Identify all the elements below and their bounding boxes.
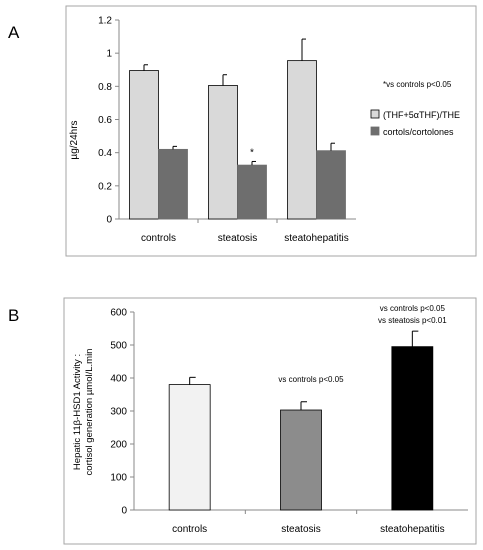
panel-b-y-axis-title: Hepatic 11β-HSD1 Activity :cortisol gene… — [72, 349, 95, 476]
panel-a-y-tick-label: 0.6 — [98, 115, 112, 126]
legend-swatch-cortols — [370, 126, 380, 136]
panel-b-annotation: vs controls p<0.05 — [380, 304, 446, 313]
panel-b-plot: 0 100 200 300 400 500 600 controls steatosis stea… — [110, 304, 468, 535]
panel-a-significance-star: * — [250, 147, 254, 158]
panel-b-y-tick-label: 500 — [110, 341, 127, 352]
panel-b-frame — [63, 297, 477, 545]
panel-a-plot: 0 0.2 0.4 0.6 0.8 1 1.2 controls steatosis steato… — [98, 16, 356, 244]
panel-a-y-tick-label: 1 — [106, 49, 112, 60]
panel-a-ylabel: µg/24hrs — [69, 120, 80, 159]
panel-b-y-tick-label: 100 — [110, 473, 127, 484]
panel-b-label: B — [8, 306, 19, 325]
panel-b-annotation: vs steatosis p<0.01 — [378, 316, 447, 325]
panel-a-x-tick-label: steatohepatitis — [284, 233, 349, 244]
panel-b-ylabel: Hepatic 11β-HSD1 Activity :cortisol gene… — [72, 349, 95, 476]
panel-a-y-tick-label: 0.2 — [98, 181, 112, 192]
bar-hsd1-activity — [168, 384, 211, 511]
panel-b-x-tick-label: steatosis — [281, 524, 320, 535]
legend-label-cortols: cortols/cortolones — [383, 127, 454, 137]
panel-a-x-tick-label: steatosis — [218, 233, 257, 244]
bar-thf-the — [129, 70, 159, 220]
panel-a-legend: (THF+5αTHF)/THE cortols/cortolones — [370, 109, 460, 137]
panel-b-y-tick-label: 400 — [110, 374, 127, 385]
panel-a-label: A — [8, 23, 20, 42]
bar-cortols — [158, 148, 188, 220]
bar-thf-the — [287, 60, 317, 220]
panel-b-annotation: vs controls p<0.05 — [278, 375, 344, 384]
panel-b-y-tick-label: 600 — [110, 308, 127, 319]
legend-label-thf-the: (THF+5αTHF)/THE — [383, 110, 460, 120]
panel-b-y-tick-label: 300 — [110, 407, 127, 418]
panel-a-x-tick-label: controls — [141, 233, 176, 244]
panel-b-x-tick-label: controls — [172, 524, 207, 535]
panel-b-y-tick-label: 0 — [121, 506, 127, 517]
legend-swatch-thf-the — [370, 109, 380, 119]
panel-a-y-tick-label: 1.2 — [98, 16, 112, 27]
panel-b-x-tick-label: steatohepatitis — [380, 524, 445, 535]
bar-cortols — [316, 150, 346, 220]
bar-cortols — [237, 164, 267, 220]
panel-a-y-tick-label: 0 — [106, 215, 112, 226]
panel-a-significance-note: *vs controls p<0.05 — [383, 80, 452, 89]
panel-a-frame — [65, 5, 477, 257]
bar-hsd1-activity — [391, 346, 434, 511]
panel-a-y-axis-title: µg/24hrs — [69, 120, 80, 159]
bar-hsd1-activity — [280, 409, 322, 511]
panel-a-y-tick-label: 0.4 — [98, 148, 112, 159]
bar-thf-the — [208, 85, 238, 220]
panel-a-y-tick-label: 0.8 — [98, 82, 112, 93]
panel-b-y-tick-label: 200 — [110, 440, 127, 451]
